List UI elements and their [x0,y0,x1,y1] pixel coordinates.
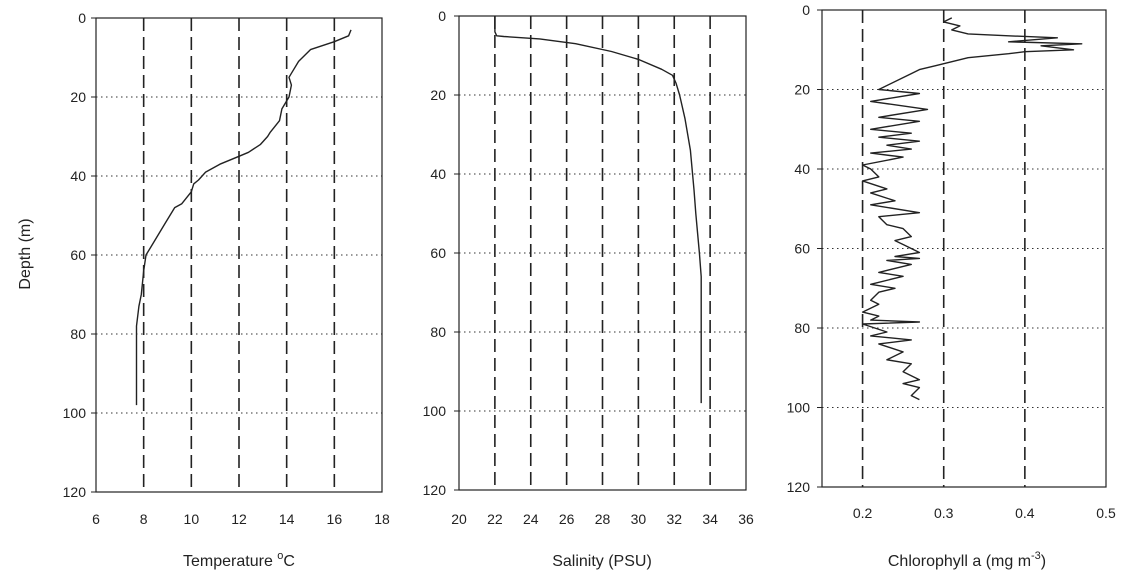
salinity-y-tick-label: 0 [438,8,446,24]
chlorophyll-chart: 0 20 40 60 80 100 120 0.2 0.3 0.4 0.5 Chlorophyll … [787,2,1116,570]
chlorophyll-y-tick-label: 0 [802,2,810,18]
temperature-y-tick-label: 60 [70,247,86,263]
chlorophyll-x-tick-label: 0.2 [853,505,873,521]
temperature-axis-title: Temperature oC [183,550,295,570]
salinity-axis-title: Salinity (PSU) [552,553,652,570]
temperature-y-tick-label: 100 [63,405,87,421]
salinity-y-tick-label: 20 [430,87,446,103]
salinity-y-tick-label: 60 [430,245,446,261]
chlorophyll-x-tick-label: 0.3 [934,505,954,521]
temperature-x-tick-label: 12 [231,511,247,527]
chlorophyll-profile-line [861,17,1083,401]
salinity-x-tick-label: 30 [631,511,647,527]
chlorophyll-y-tick-label: 120 [787,479,811,495]
salinity-y-tick-label: 120 [423,482,447,498]
temperature-y-tick-label: 40 [70,168,86,184]
chlorophyll-y-tick-label: 60 [794,241,810,257]
chlorophyll-axis-title: Chlorophyll a (mg m-3) [888,550,1046,570]
salinity-x-tick-label: 24 [523,511,539,527]
chlorophyll-x-tick-label: 0.5 [1096,505,1116,521]
temperature-profile-line [135,29,352,406]
temperature-y-tick-label: 20 [70,89,86,105]
temperature-x-tick-label: 6 [92,511,100,527]
temperature-x-tick-label: 16 [327,511,343,527]
salinity-x-tick-label: 22 [487,511,503,527]
temperature-y-tick-label: 80 [70,326,86,342]
temperature-x-tick-label: 10 [184,511,200,527]
salinity-x-tick-label: 34 [702,511,718,527]
salinity-x-tick-label: 28 [595,511,611,527]
salinity-y-tick-label: 80 [430,324,446,340]
chlorophyll-x-tick-label: 0.4 [1015,505,1035,521]
chlorophyll-y-tick-label: 20 [794,82,810,98]
salinity-x-tick-label: 36 [738,511,754,527]
salinity-y-tick-label: 40 [430,166,446,182]
salinity-y-tick-label: 100 [423,403,447,419]
temperature-x-tick-label: 8 [140,511,148,527]
temperature-y-tick-label: 120 [63,484,87,500]
depth-axis-label: Depth (m) [17,218,34,289]
temperature-chart: 0 20 40 60 80 100 120 6 8 10 12 14 16 18 Temperature … [63,10,390,570]
temperature-y-tick-label: 0 [78,10,86,26]
salinity-x-tick-label: 26 [559,511,575,527]
salinity-x-tick-label: 20 [451,511,467,527]
temperature-x-tick-label: 18 [374,511,390,527]
salinity-profile-line [494,16,702,404]
chlorophyll-y-tick-label: 100 [787,400,811,416]
chlorophyll-y-tick-label: 40 [794,161,810,177]
chlorophyll-y-tick-label: 80 [794,320,810,336]
temperature-x-tick-label: 14 [279,511,295,527]
salinity-x-tick-label: 32 [666,511,682,527]
